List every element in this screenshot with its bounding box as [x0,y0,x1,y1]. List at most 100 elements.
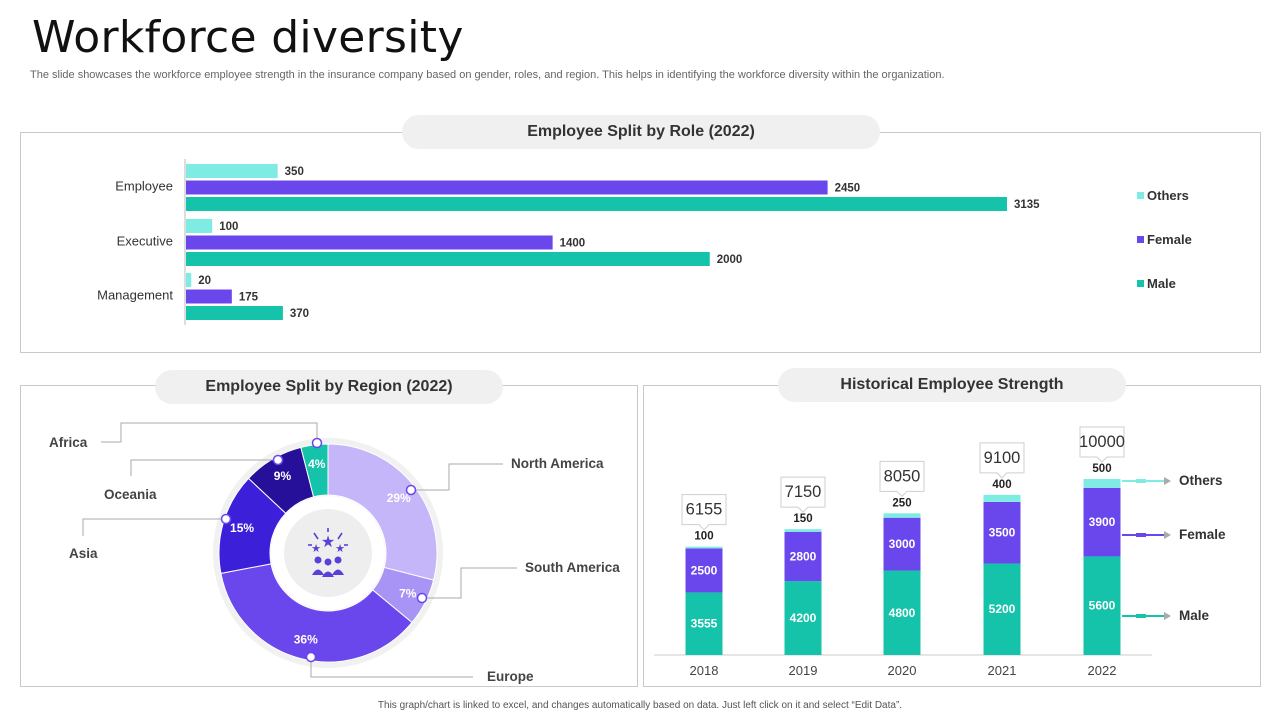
history-total-callout [681,494,727,531]
region-leader-line [130,459,278,476]
role-chart[interactable]: Employee 350 2450 3135 Executive 100 1400 2000 M… [21,133,1262,354]
spark-line [337,532,343,540]
history-year-label: 2021 [988,663,1017,678]
person-icon [312,569,324,575]
region-label: Asia [69,546,98,561]
history-bar-female [784,531,822,582]
region-chart-title: Employee Split by Region (2022) [155,370,503,404]
region-label: Europe [487,669,534,684]
footer-note: This graph/chart is linked to excel, and… [377,700,903,711]
person-icon [332,569,344,575]
history-total-callout [780,476,826,513]
history-year-label: 2019 [789,663,818,678]
history-bar-male [983,563,1021,655]
history-total-label: 7150 [785,483,822,501]
donut-percent-label: 7% [399,587,417,601]
role-category-label: Employee [115,179,173,194]
region-leader-dot [305,651,317,663]
person-icon [314,556,322,564]
history-data-label: 3555 [691,617,718,631]
history-data-label: 5200 [989,602,1016,616]
role-bar-others [186,219,213,233]
history-total-callout [879,460,925,498]
region-leader-dot [272,454,284,466]
region-leader-line [411,463,503,491]
history-bar-others [983,494,1021,502]
history-year-label: 2022 [1088,663,1117,678]
role-bar-female [186,235,553,250]
history-legend-label: Male [1179,608,1210,623]
history-bar-female [883,517,921,571]
role-data-label: 1400 [560,238,586,250]
history-data-label: 3000 [889,537,916,551]
role-data-label: 100 [219,221,238,233]
region-leader-dot [405,484,417,496]
history-data-label: 100 [694,531,713,543]
arrow-icon [1164,612,1171,620]
history-data-label: 2500 [691,563,718,577]
role-data-label: 2450 [835,183,861,195]
history-total-label: 8050 [884,467,921,485]
arrow-icon [1164,477,1171,485]
donut-percent-label: 9% [274,469,292,483]
role-bar-female [186,180,828,195]
history-data-label: 150 [793,513,812,525]
role-data-label: 20 [198,275,211,287]
role-bar-others [186,273,192,287]
role-bar-female [186,289,232,304]
role-data-label: 2000 [717,254,743,266]
history-bar-male [1083,556,1121,655]
person-icon [334,556,342,564]
history-bar-others [883,513,921,518]
history-legend-label: Others [1179,473,1223,488]
role-bar-male [186,197,1007,211]
history-data-label: 500 [1092,463,1111,475]
role-legend-label: Others [1147,188,1189,203]
history-total-label: 10000 [1079,433,1125,451]
history-legend-label: Female [1179,527,1226,542]
role-category-label: Executive [117,234,173,249]
role-legend-label: Female [1147,232,1192,247]
role-data-label: 175 [239,292,259,304]
role-legend-swatch-female [1137,236,1144,243]
person-icon [322,571,334,577]
history-chart[interactable]: 3555 2500 100 6155 2018 4200 2800 150 7150 2019 48… [644,386,1262,688]
region-leader-dot [416,592,428,604]
history-total-label: 9100 [984,449,1021,467]
history-chart-title: Historical Employee Strength [778,368,1126,402]
role-bar-others [186,164,278,178]
history-data-label: 400 [992,479,1011,491]
role-data-label: 370 [290,308,309,320]
history-data-label: 3500 [989,526,1016,540]
role-category-label: Management [97,288,173,303]
region-chart-panel: 29% 7% 36% 15% 9% 4% ★ ★ ★ North America South Ame… [20,385,638,687]
role-data-label: 3135 [1014,199,1040,211]
donut-percent-label: 29% [387,491,411,505]
role-legend-label: Male [1147,276,1176,291]
star-icon: ★ [311,543,321,555]
history-year-label: 2018 [690,663,719,678]
region-leader-line [82,518,226,536]
region-label: South America [525,560,620,575]
donut-percent-label: 4% [308,457,326,471]
page-subtitle: The slide showcases the workforce employ… [30,69,945,81]
history-bar-others [1083,479,1121,488]
donut-percent-label: 15% [230,521,254,535]
history-chart-panel: 3555 2500 100 6155 2018 4200 2800 150 7150 2019 48… [643,385,1261,687]
team-star-icon: ★★ ★ [308,528,348,577]
history-total-callout [1079,426,1125,463]
region-leader-dot [311,437,323,449]
role-chart-title: Employee Split by Role (2022) [402,115,880,149]
region-label: North America [511,456,604,471]
donut-slice-europe [220,563,413,663]
region-label: Oceania [104,487,157,502]
donut-percent-label: 36% [294,633,318,647]
star-icon: ★ [335,543,345,555]
history-bar-male [685,592,723,655]
history-year-label: 2020 [888,663,917,678]
history-bar-female [685,548,723,593]
arrow-icon [1164,531,1171,539]
history-bar-male [883,570,921,655]
role-bar-male [186,252,710,266]
